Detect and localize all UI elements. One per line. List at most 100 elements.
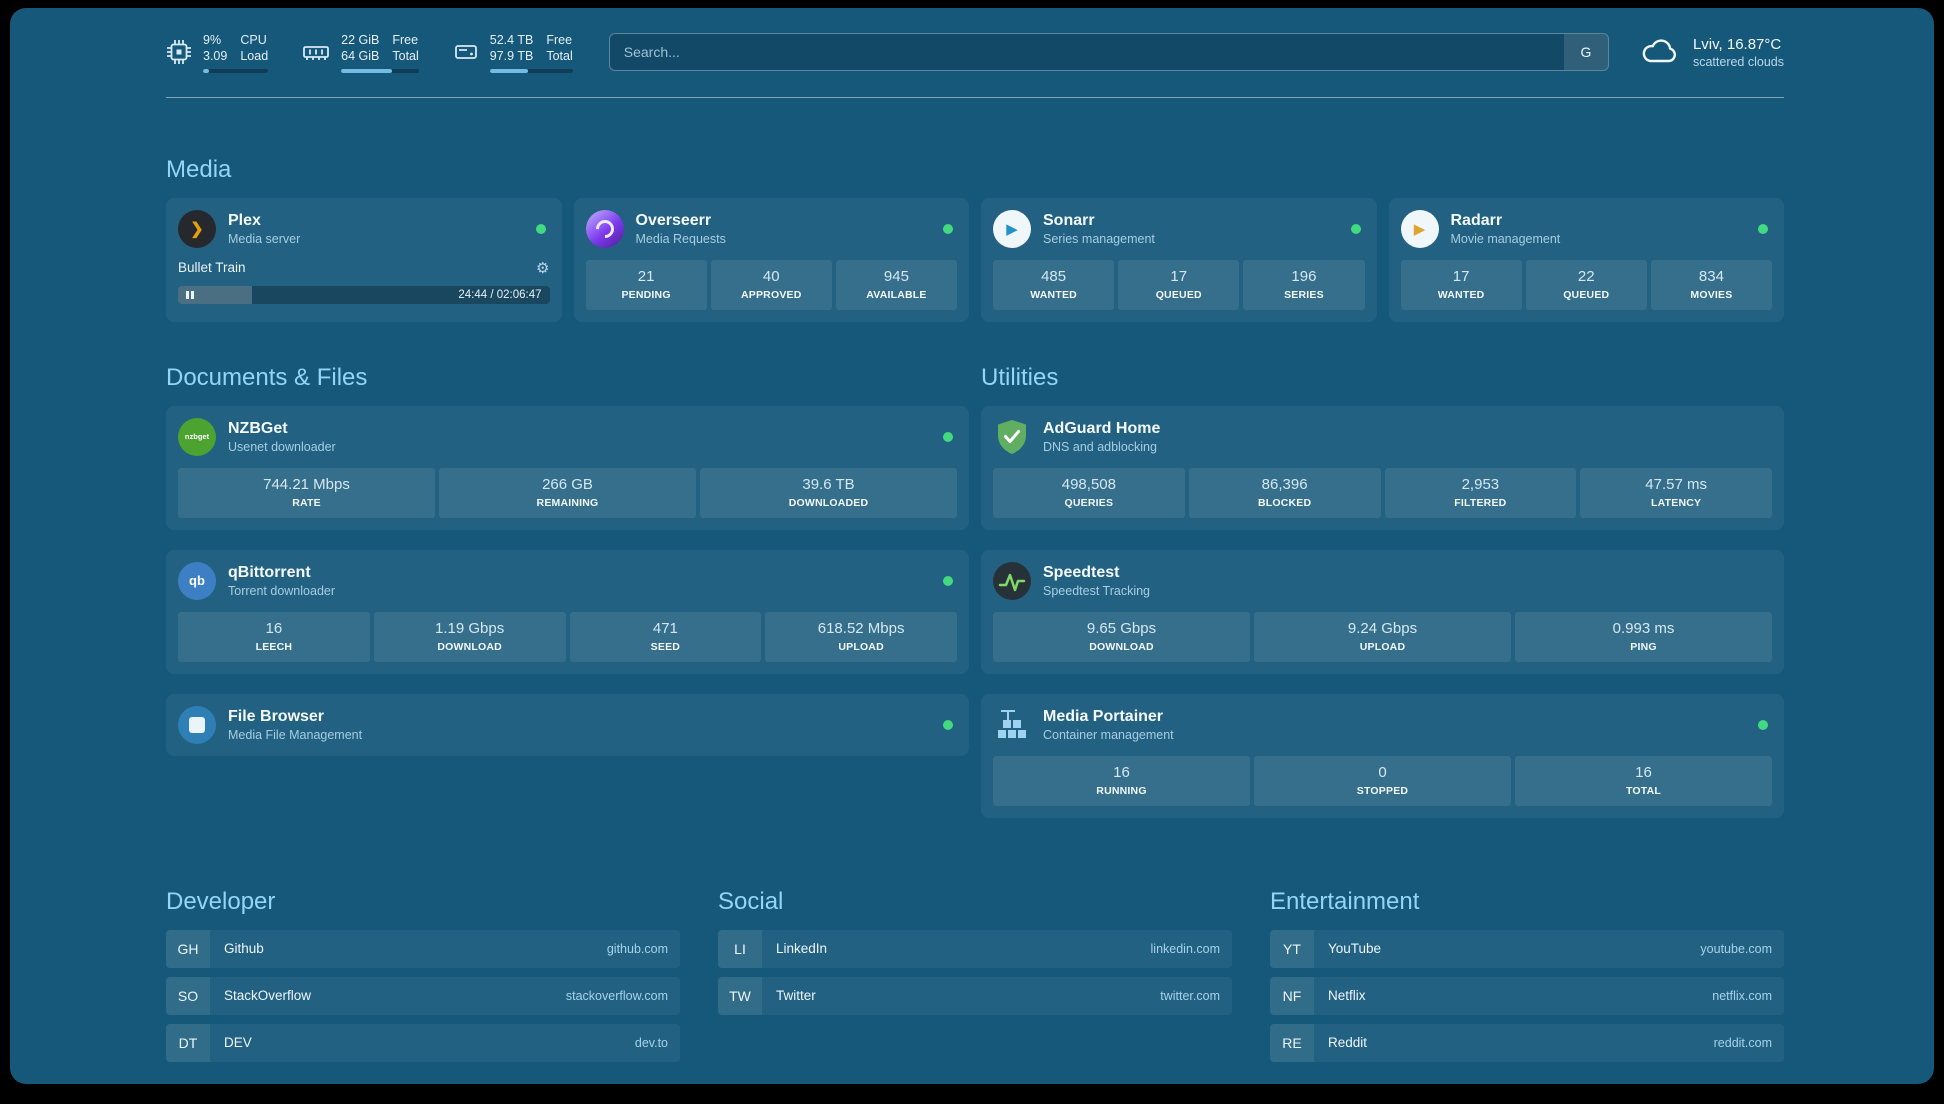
- service-card-qbittorrent[interactable]: qb qBittorrent Torrent downloader 16 LEE…: [166, 549, 969, 674]
- service-card-nzbget[interactable]: nzbget NZBGet Usenet downloader 744.21 M…: [166, 405, 969, 530]
- stat-value: 16: [1635, 763, 1652, 781]
- stat-label: SERIES: [1284, 288, 1324, 301]
- stat-label: RATE: [292, 496, 321, 509]
- stat-label: RUNNING: [1096, 784, 1147, 797]
- bookmark-domain: dev.to: [634, 1035, 668, 1050]
- stat-label: PENDING: [621, 288, 671, 301]
- bookmark-domain: twitter.com: [1160, 988, 1220, 1003]
- stat-block: 47.57 ms LATENCY: [1580, 467, 1772, 518]
- stat-value: 9.65 Gbps: [1086, 619, 1157, 637]
- stat-block: 0 STOPPED: [1254, 755, 1511, 806]
- stat-value: 47.57 ms: [1645, 475, 1707, 493]
- stat-label: QUEUED: [1563, 288, 1610, 301]
- stat-block: 834 MOVIES: [1650, 259, 1773, 310]
- service-name: qBittorrent: [228, 563, 311, 581]
- stat-block: 471 SEED: [569, 611, 762, 662]
- bookmark-youtube[interactable]: YT YouTube youtube.com: [1270, 929, 1784, 968]
- section-title-documents: Documents & Files: [166, 363, 368, 391]
- stat-label: UPLOAD: [838, 640, 884, 653]
- stat-block: 16 LEECH: [178, 611, 370, 662]
- service-name: Speedtest: [1043, 563, 1120, 581]
- memory-free-value: 22 GiB: [341, 33, 380, 47]
- stat-block: 17 WANTED: [1400, 259, 1522, 310]
- documents-column: Documents & Files nzbget NZBGet Usenet d…: [166, 322, 969, 776]
- bookmark-netflix[interactable]: NF Netflix netflix.com: [1270, 976, 1784, 1015]
- stat-value: 485: [1041, 267, 1067, 285]
- bookmark-dev[interactable]: DT DEV dev.to: [166, 1023, 680, 1062]
- service-card-adguard[interactable]: AdGuard Home DNS and adblocking 498,508 …: [981, 405, 1784, 530]
- speedtest-icon: [993, 561, 1031, 600]
- search-input[interactable]: [609, 34, 1564, 71]
- stat-value: 16: [1113, 763, 1130, 781]
- cpu-label-1: CPU: [240, 33, 267, 47]
- bookmark-name: Github: [224, 941, 264, 956]
- bookmark-github[interactable]: GH Github github.com: [166, 929, 680, 968]
- stat-label: SEED: [650, 640, 681, 653]
- stat-label: FILTERED: [1454, 496, 1507, 509]
- search-provider-button[interactable]: G: [1563, 34, 1608, 71]
- stat-label: DOWNLOAD: [437, 640, 502, 653]
- bookmark-domain: linkedin.com: [1150, 941, 1220, 956]
- bookmark-stackoverflow[interactable]: SO StackOverflow stackoverflow.com: [166, 976, 680, 1015]
- service-subtitle: Media Requests: [635, 231, 726, 246]
- service-card-radarr[interactable]: ▶ Radarr Movie management 17 WANTED 22 Q…: [1388, 197, 1784, 322]
- stat-label: UPLOAD: [1359, 640, 1406, 653]
- service-card-overseerr[interactable]: Overseerr Media Requests 21 PENDING 40 A…: [573, 197, 969, 322]
- cpu-label-2: Load: [240, 49, 269, 64]
- service-name: AdGuard Home: [1043, 419, 1161, 437]
- stat-value: 1.19 Gbps: [435, 619, 505, 637]
- stat-block: 9.65 Gbps DOWNLOAD: [993, 611, 1250, 662]
- bookmark-abbr: LI: [718, 929, 762, 968]
- stat-value: 22: [1577, 267, 1595, 285]
- service-name: Overseerr: [635, 211, 712, 229]
- bookmark-abbr: YT: [1270, 929, 1314, 968]
- service-subtitle: Media File Management: [228, 727, 363, 742]
- service-name: File Browser: [228, 707, 325, 725]
- stat-label: LEECH: [255, 640, 293, 653]
- stat-block: 196 SERIES: [1243, 259, 1365, 310]
- stat-label: STOPPED: [1356, 784, 1409, 797]
- stat-label: WANTED: [1437, 288, 1485, 301]
- bookmark-reddit[interactable]: RE Reddit reddit.com: [1270, 1023, 1784, 1062]
- stat-value: 945: [883, 267, 909, 285]
- playback-progress-fill: [178, 285, 253, 304]
- radarr-icon: ▶: [1400, 209, 1439, 248]
- stat-value: 39.6 TB: [802, 475, 855, 493]
- memory-label-free: Free: [392, 33, 419, 47]
- bookmark-name: Reddit: [1328, 1035, 1368, 1050]
- disk-widget: 52.4 TB 97.9 TB Free Total: [453, 32, 573, 73]
- stat-label: AVAILABLE: [866, 288, 927, 301]
- status-dot: [943, 431, 953, 442]
- top-bar: 9% 3.09 CPU Load: [166, 32, 1784, 73]
- search-bar: G: [608, 33, 1609, 72]
- service-card-filebrowser[interactable]: File Browser Media File Management: [166, 693, 969, 756]
- bookmark-abbr: TW: [718, 976, 762, 1015]
- stat-block: 485 WANTED: [993, 259, 1115, 310]
- service-subtitle: Usenet downloader: [228, 439, 336, 454]
- service-card-sonarr[interactable]: ▶ Sonarr Series management 485 WANTED 17…: [981, 197, 1377, 322]
- bookmark-domain: reddit.com: [1713, 1035, 1772, 1050]
- service-subtitle: Speedtest Tracking: [1043, 583, 1151, 598]
- memory-widget: 22 GiB 64 GiB Free Total: [302, 32, 419, 73]
- qbittorrent-icon: qb: [178, 561, 216, 600]
- cpu-value-percent: 9%: [203, 33, 222, 47]
- gear-icon[interactable]: ⚙: [536, 259, 550, 277]
- pause-icon[interactable]: [186, 290, 194, 299]
- disk-free-value: 52.4 TB: [489, 33, 534, 47]
- bookmark-twitter[interactable]: TW Twitter twitter.com: [718, 976, 1232, 1015]
- bookmark-linkedin[interactable]: LI LinkedIn linkedin.com: [718, 929, 1232, 968]
- service-card-plex[interactable]: ❯ Plex Media server Bullet Train ⚙ 24:44…: [166, 197, 562, 322]
- overseerr-icon: [585, 209, 624, 248]
- sonarr-icon: ▶: [993, 209, 1031, 248]
- media-card-grid: ❯ Plex Media server Bullet Train ⚙ 24:44…: [166, 197, 1784, 322]
- bookmark-abbr: SO: [166, 976, 210, 1015]
- stat-label: DOWNLOAD: [1089, 640, 1154, 653]
- stat-value: 0: [1378, 763, 1387, 781]
- stat-value: 196: [1291, 267, 1317, 285]
- bookmark-group-entertainment: Entertainment YT YouTube youtube.com NF …: [1270, 888, 1784, 1071]
- service-card-speedtest[interactable]: Speedtest Speedtest Tracking 9.65 Gbps D…: [981, 549, 1784, 674]
- stat-label: LATENCY: [1651, 496, 1702, 509]
- service-card-portainer[interactable]: Media Portainer Container management 16 …: [981, 693, 1784, 818]
- disk-label-free: Free: [546, 33, 573, 47]
- service-subtitle: Media server: [228, 231, 301, 246]
